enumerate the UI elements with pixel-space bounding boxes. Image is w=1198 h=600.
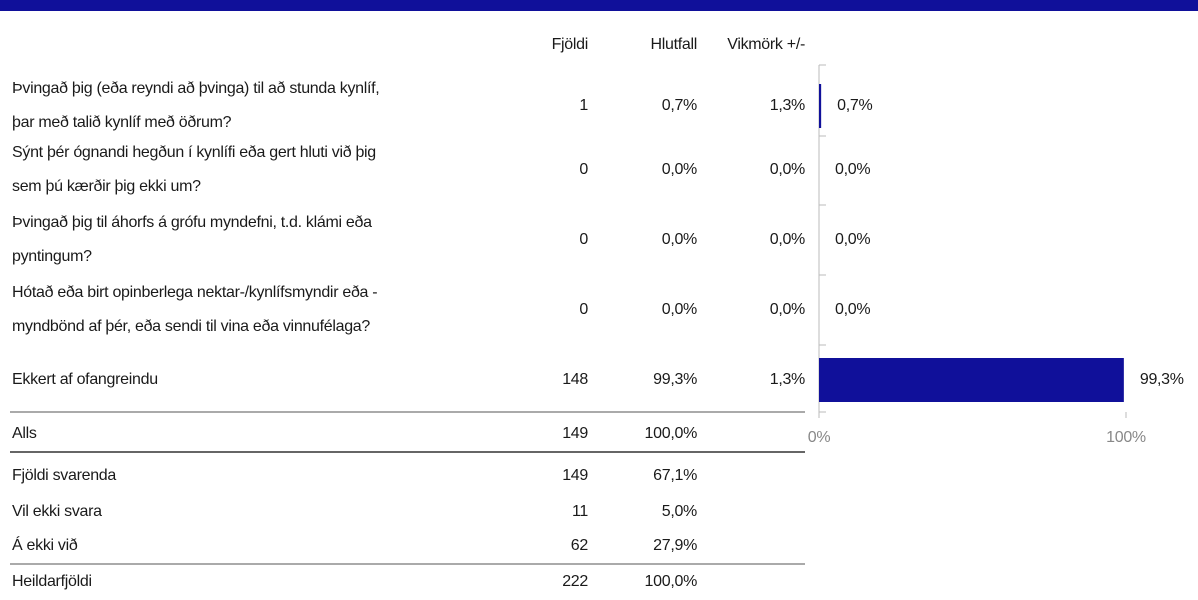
cell: 1,3% <box>770 97 805 114</box>
cell: 27,9% <box>653 537 697 554</box>
row-label: sem þú kærðir þig ekki um? <box>12 178 201 195</box>
row-label: Heildarfjöldi <box>12 573 92 590</box>
value-label: 99,3% <box>1140 371 1184 388</box>
row-label: Þvingað þig til áhorfs á grófu myndefni,… <box>12 214 372 231</box>
column-header: Vikmörk +/- <box>727 36 805 53</box>
cell: 67,1% <box>653 467 697 484</box>
cell: 100,0% <box>645 573 698 590</box>
cell: 0 <box>579 231 588 248</box>
cell: 0,0% <box>662 161 697 178</box>
value-label: 0,0% <box>835 231 870 248</box>
value-label: 0,7% <box>837 97 872 114</box>
cell: 11 <box>572 503 588 520</box>
row-label: Hótað eða birt opinberlega nektar-/kynlí… <box>12 284 377 301</box>
cell: 1,3% <box>770 371 805 388</box>
cell: 149 <box>562 425 588 442</box>
cell: 5,0% <box>662 503 697 520</box>
cell: 0,0% <box>662 301 697 318</box>
cell: 100,0% <box>645 425 698 442</box>
cell: 222 <box>562 573 588 590</box>
cell: 0 <box>579 161 588 178</box>
cell: 0,0% <box>770 301 805 318</box>
bar <box>819 358 1124 402</box>
row-label: Á ekki við <box>12 535 78 554</box>
column-header: Fjöldi <box>552 36 588 53</box>
cell: 0,0% <box>770 231 805 248</box>
row-label: Ekkert af ofangreindu <box>12 371 158 388</box>
row-label: Alls <box>12 425 37 442</box>
row-label: Sýnt þér ógnandi hegðun í kynlífi eða ge… <box>12 144 376 161</box>
row-label: þar með talið kynlíf með öðrum? <box>12 114 232 131</box>
bar <box>819 84 822 128</box>
row-label: Vil ekki svara <box>12 503 102 520</box>
row-label: Fjöldi svarenda <box>12 467 116 484</box>
x-tick-label: 0% <box>808 429 831 446</box>
cell: 1 <box>579 97 588 114</box>
cell: 99,3% <box>653 371 697 388</box>
cell: 0,0% <box>662 231 697 248</box>
row-label: myndbönd af þér, eða sendi til vina eða … <box>12 318 370 335</box>
column-header: Hlutfall <box>650 36 697 53</box>
cell: 62 <box>571 537 589 554</box>
x-tick-label: 100% <box>1106 429 1146 446</box>
cell: 0,7% <box>662 97 697 114</box>
cell: 0,0% <box>770 161 805 178</box>
cell: 148 <box>562 371 588 388</box>
row-label: pyntingum? <box>12 248 92 265</box>
cell: 0 <box>579 301 588 318</box>
row-label: Þvingað þig (eða reyndi að þvinga) til a… <box>12 80 379 97</box>
cell: 149 <box>562 467 588 484</box>
value-label: 0,0% <box>835 161 870 178</box>
value-label: 0,0% <box>835 301 870 318</box>
top-banner <box>0 0 1198 11</box>
